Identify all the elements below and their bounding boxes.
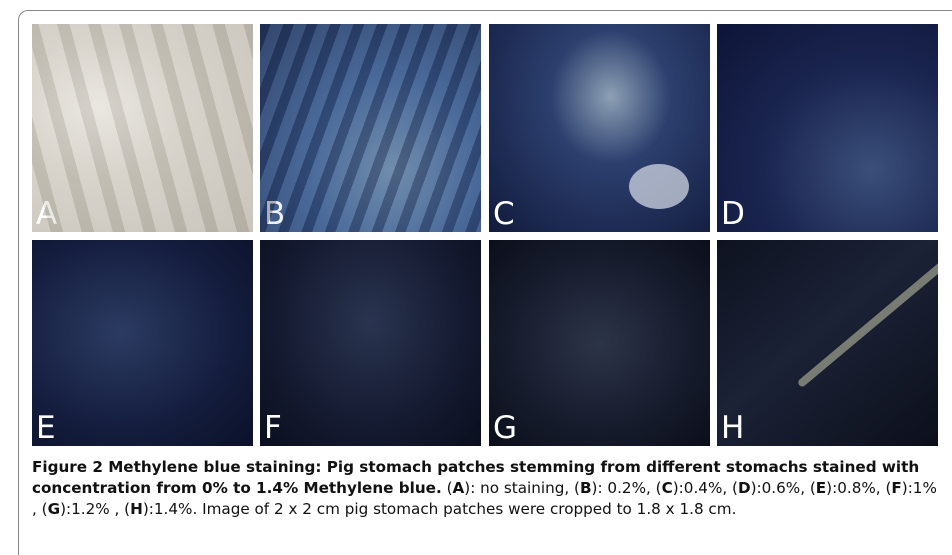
panel-label: E — [36, 410, 56, 446]
panel-ref: C — [661, 479, 673, 497]
caption-text: ): 0.2%, ( — [591, 479, 662, 497]
caption-text: ):0.8%, ( — [826, 479, 892, 497]
caption-text: ):1.4%. Image of 2 x 2 cm pig stomach pa… — [142, 500, 737, 518]
panel-label: C — [493, 196, 515, 232]
image-panel: G — [489, 240, 710, 446]
panel-label: B — [264, 196, 286, 232]
caption-body: (A): no staining, (B): 0.2%, (C):0.4%, (… — [32, 479, 937, 518]
image-panel: B — [260, 24, 481, 232]
panel-ref: E — [815, 479, 827, 497]
caption-text: ):1.2% , ( — [60, 500, 131, 518]
panel-ref: G — [47, 500, 61, 518]
caption-title: Figure 2 Methylene blue staining: Pig st… — [32, 458, 920, 497]
panel-label: H — [721, 410, 745, 446]
image-panel: D — [717, 24, 938, 232]
image-panel: A — [32, 24, 253, 232]
image-panel: F — [260, 240, 481, 446]
panel-ref: H — [130, 500, 143, 518]
caption-text: ): no staining, ( — [464, 479, 580, 497]
image-panel: E — [32, 240, 253, 446]
panel-label: F — [264, 410, 282, 446]
panel-ref: F — [891, 479, 902, 497]
image-panel: H — [717, 240, 938, 446]
panel-label: D — [721, 196, 745, 232]
panel-ref: A — [452, 479, 465, 497]
panel-label: G — [493, 410, 518, 446]
caption: Figure 2 Methylene blue staining: Pig st… — [32, 457, 937, 520]
caption-text: ):0.4%, ( — [672, 479, 738, 497]
panel-label: A — [36, 196, 58, 232]
caption-text: ):1% , ( — [32, 479, 937, 518]
panel-ref: B — [579, 479, 592, 497]
caption-text: ):0.6%, ( — [750, 479, 816, 497]
image-panel: C — [489, 24, 710, 232]
panel-ref: D — [737, 479, 751, 497]
caption-text: ( — [446, 479, 453, 497]
figure-frame — [18, 10, 952, 555]
